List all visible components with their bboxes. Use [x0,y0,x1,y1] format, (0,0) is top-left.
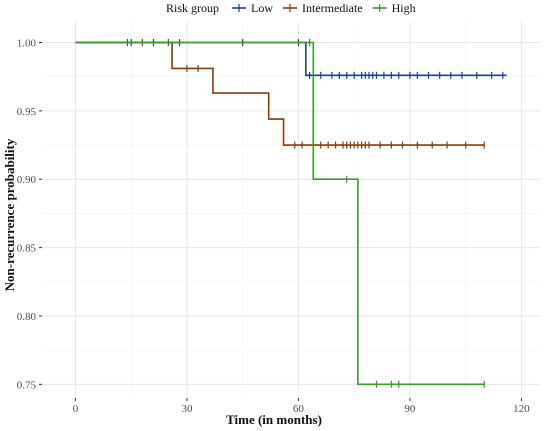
y-tick-label: 0.95 [17,106,37,118]
x-axis-title: Time (in months) [226,412,322,427]
grid-lines [42,22,540,398]
y-tick-label: 0.80 [17,311,37,323]
x-tick-label: 120 [513,403,530,415]
series-high [75,39,485,388]
x-axis-ticks: 0 30 60 90 120 [73,398,530,415]
series-layer [75,39,507,388]
series-line-high [75,41,485,386]
y-tick-label: 0.90 [17,174,37,186]
legend-item-low: Low [232,1,273,15]
legend-label-high: High [392,1,416,15]
series-low [75,39,507,79]
x-tick-label: 0 [73,403,79,415]
y-tick-label: 0.85 [17,243,37,255]
legend: Risk group Low Intermediate High [166,1,416,15]
x-tick-label: 90 [404,403,416,415]
legend-item-intermediate: Intermediate [283,1,363,15]
legend-title: Risk group [166,1,219,15]
legend-label-low: Low [251,1,273,15]
series-line-intermediate [75,41,485,146]
y-tick-label: 0.75 [17,379,37,391]
legend-label-intermediate: Intermediate [302,1,363,15]
y-axis-ticks: 0.75 0.80 0.85 0.90 0.95 1.00 [17,38,42,391]
series-line-low [75,41,507,77]
series-intermediate [75,39,485,149]
x-tick-label: 30 [181,403,193,415]
y-tick-label: 1.00 [17,38,37,50]
y-axis-title: Non-recurrence probability [2,138,17,291]
legend-item-high: High [372,1,416,15]
x-tick-label: 60 [293,403,305,415]
